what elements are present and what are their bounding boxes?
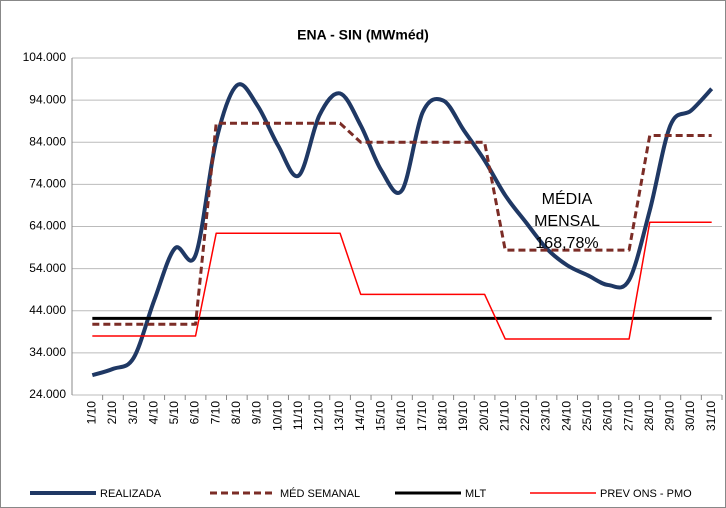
chart-title: ENA - SIN (MWméd)	[297, 27, 429, 43]
annotation: 168,78%	[535, 235, 598, 252]
y-tick-label: 94.000	[29, 92, 66, 106]
y-tick-label: 104.000	[23, 50, 67, 64]
annotation: MÉDIA	[542, 189, 593, 208]
x-tick-label: 21/10	[497, 401, 511, 431]
x-tick-label: 28/10	[642, 401, 656, 431]
x-tick-label: 3/10	[126, 401, 140, 425]
x-tick-label: 6/10	[188, 401, 202, 425]
series-line	[92, 221, 712, 340]
x-tick-label: 8/10	[229, 401, 243, 425]
x-tick-label: 17/10	[415, 401, 429, 431]
legend-label: PREV ONS - PMO	[600, 488, 692, 500]
x-tick-label: 15/10	[374, 401, 388, 431]
x-tick-label: 29/10	[663, 401, 677, 431]
series-line	[91, 82, 714, 378]
x-tick-label: 11/10	[291, 401, 305, 430]
x-tick-label: 30/10	[683, 401, 697, 431]
x-tick-label: 23/10	[539, 401, 553, 431]
x-tick-label: 9/10	[250, 401, 264, 425]
x-tick-label: 25/10	[580, 401, 594, 431]
x-tick-label: 26/10	[601, 401, 615, 431]
x-tick-label: 20/10	[477, 401, 491, 431]
x-tick-label: 1/10	[84, 401, 98, 425]
y-tick-label: 44.000	[29, 303, 66, 317]
x-tick-label: 22/10	[518, 401, 532, 431]
legend-label: MLT	[465, 488, 486, 500]
y-tick-label: 74.000	[29, 177, 66, 191]
x-tick-label: 13/10	[332, 401, 346, 431]
x-tick-label: 31/10	[704, 401, 718, 431]
y-tick-label: 24.000	[29, 387, 66, 401]
annotation: MENSAL	[534, 213, 600, 230]
x-tick-label: 7/10	[208, 401, 222, 425]
legend-label: REALIZADA	[100, 488, 162, 500]
x-tick-label: 5/10	[167, 401, 181, 425]
series-line	[92, 121, 712, 326]
x-tick-label: 19/10	[456, 401, 470, 431]
x-tick-label: 24/10	[559, 401, 573, 431]
y-tick-label: 54.000	[29, 261, 66, 275]
x-tick-label: 2/10	[105, 401, 119, 425]
y-tick-label: 64.000	[29, 219, 66, 233]
x-tick-label: 16/10	[394, 401, 408, 431]
y-tick-label: 34.000	[29, 345, 66, 359]
x-tick-label: 12/10	[312, 401, 326, 431]
x-tick-label: 4/10	[146, 401, 160, 425]
legend-label: MÉD SEMANAL	[280, 487, 360, 500]
x-tick-label: 10/10	[270, 401, 284, 431]
y-tick-label: 84.000	[29, 134, 66, 148]
x-tick-label: 27/10	[621, 401, 635, 431]
x-tick-label: 18/10	[435, 401, 449, 431]
x-tick-label: 14/10	[353, 401, 367, 431]
